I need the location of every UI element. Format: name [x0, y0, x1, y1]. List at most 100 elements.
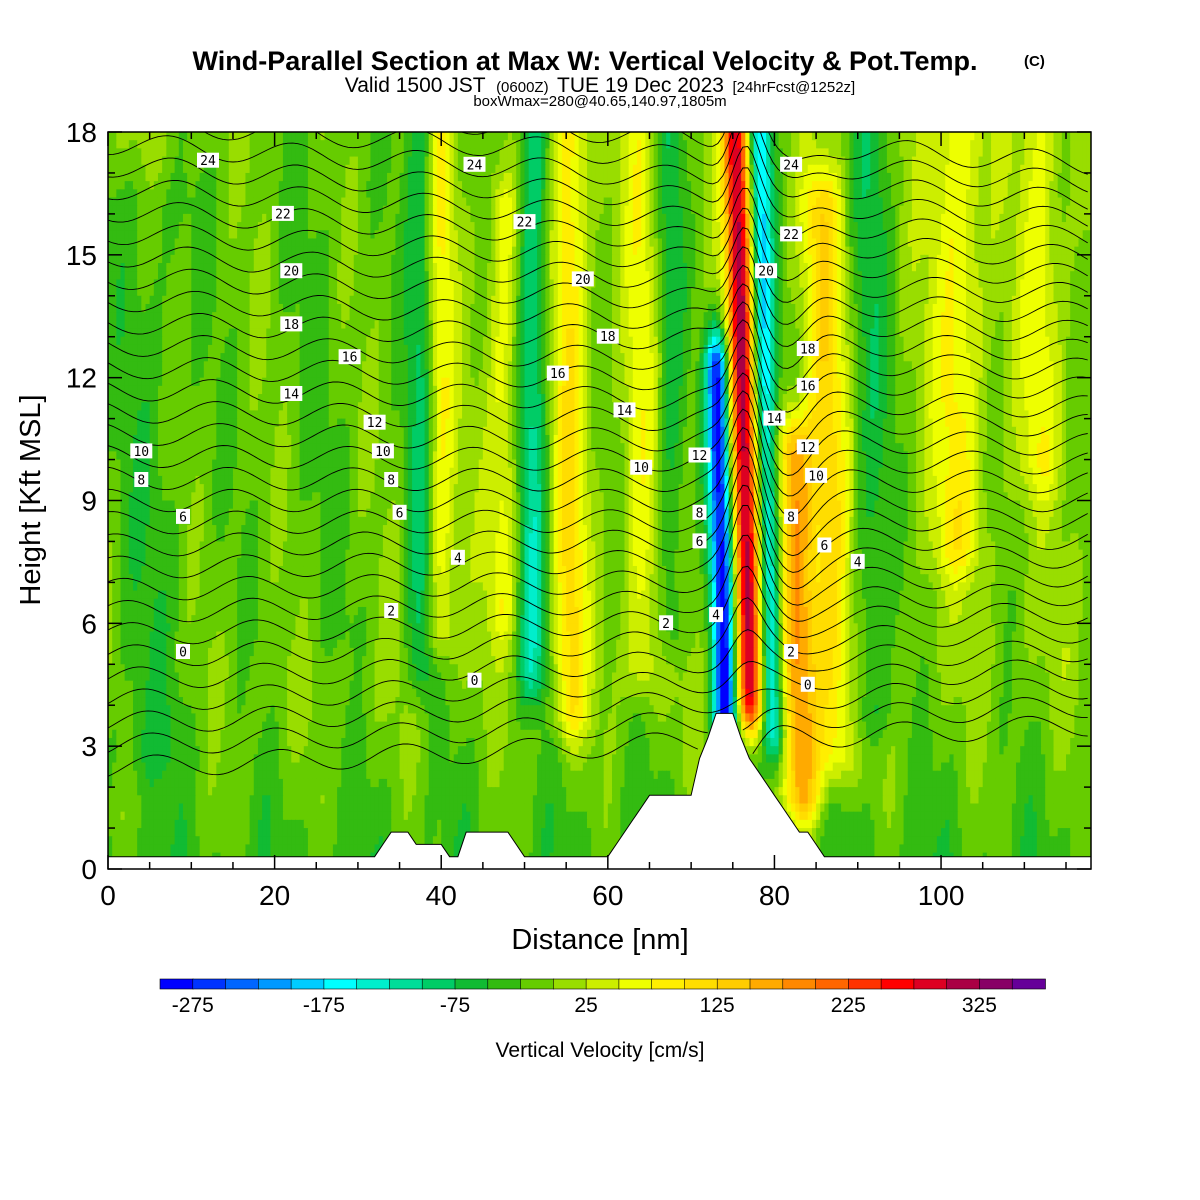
velocity-cell [783, 140, 788, 149]
velocity-cell [191, 230, 196, 239]
velocity-cell [1054, 132, 1059, 141]
velocity-cell [320, 181, 325, 190]
velocity-cell [512, 189, 517, 198]
velocity-cell [254, 181, 259, 190]
velocity-cell [954, 206, 959, 215]
velocity-cell [691, 206, 696, 215]
velocity-cell [254, 132, 259, 141]
velocity-cell [774, 214, 779, 223]
velocity-cell [558, 230, 563, 239]
velocity-cell [1041, 132, 1046, 141]
velocity-cell [554, 230, 559, 239]
velocity-cell [166, 140, 171, 149]
velocity-cell [600, 132, 605, 141]
velocity-cell [362, 214, 367, 223]
velocity-cell [204, 181, 209, 190]
velocity-cell [241, 181, 246, 190]
velocity-cell [179, 206, 184, 215]
velocity-cell [858, 140, 863, 149]
velocity-cell [387, 140, 392, 149]
velocity-cell [933, 157, 938, 166]
velocity-cell [495, 157, 500, 166]
velocity-cell [879, 181, 884, 190]
velocity-cell [745, 132, 750, 141]
velocity-cell [687, 198, 692, 207]
velocity-cell [220, 140, 225, 149]
velocity-cell [829, 189, 834, 198]
velocity-cell [308, 132, 313, 141]
velocity-cell [787, 198, 792, 207]
velocity-cell [487, 181, 492, 190]
velocity-cell [200, 140, 205, 149]
velocity-cell [612, 214, 617, 223]
velocity-cell [699, 132, 704, 141]
velocity-cell [183, 148, 188, 157]
velocity-cell [874, 157, 879, 166]
velocity-cell [987, 165, 992, 174]
velocity-cell [983, 148, 988, 157]
velocity-cell [175, 198, 180, 207]
velocity-cell [816, 222, 821, 231]
velocity-cell [420, 198, 425, 207]
velocity-cell [487, 230, 492, 239]
velocity-cell [712, 222, 717, 231]
velocity-cell [983, 173, 988, 182]
velocity-cell [845, 157, 850, 166]
velocity-cell [962, 140, 967, 149]
velocity-cell [970, 132, 975, 141]
velocity-cell [820, 132, 825, 141]
velocity-cell [508, 157, 513, 166]
velocity-cell [162, 140, 167, 149]
velocity-cell [958, 165, 963, 174]
velocity-cell [812, 206, 817, 215]
velocity-cell [649, 206, 654, 215]
velocity-cell [1012, 222, 1017, 231]
velocity-cell [420, 148, 425, 157]
velocity-cell [591, 148, 596, 157]
velocity-cell [1079, 140, 1084, 149]
velocity-cell [708, 214, 713, 223]
velocity-cell [162, 173, 167, 182]
velocity-cell [883, 189, 888, 198]
velocity-cell [879, 214, 884, 223]
velocity-cell [154, 173, 159, 182]
velocity-cell [287, 198, 292, 207]
velocity-cell [445, 132, 450, 141]
velocity-cell [966, 173, 971, 182]
velocity-cell [670, 214, 675, 223]
velocity-cell [808, 189, 813, 198]
velocity-cell [325, 222, 330, 231]
velocity-cell [291, 222, 296, 231]
velocity-cell [412, 173, 417, 182]
velocity-cell [591, 222, 596, 231]
velocity-cell [291, 140, 296, 149]
velocity-cell [658, 173, 663, 182]
velocity-cell [737, 181, 742, 190]
velocity-cell [475, 206, 480, 215]
velocity-cell [966, 148, 971, 157]
velocity-cell [604, 181, 609, 190]
velocity-cell [708, 189, 713, 198]
velocity-cell [537, 165, 542, 174]
velocity-cell [674, 214, 679, 223]
velocity-cell [891, 140, 896, 149]
velocity-cell [958, 173, 963, 182]
velocity-cell [791, 140, 796, 149]
velocity-cell [1083, 132, 1088, 141]
velocity-cell [854, 222, 859, 231]
velocity-cell [974, 198, 979, 207]
velocity-cell [795, 148, 800, 157]
velocity-cell [295, 140, 300, 149]
velocity-cell [899, 165, 904, 174]
velocity-cell [704, 140, 709, 149]
velocity-cell [670, 189, 675, 198]
velocity-cell [483, 173, 488, 182]
velocity-cell [304, 181, 309, 190]
velocity-cell [1037, 157, 1042, 166]
velocity-cell [291, 173, 296, 182]
velocity-cell [887, 157, 892, 166]
velocity-cell [308, 173, 313, 182]
velocity-cell [1045, 140, 1050, 149]
velocity-cell [433, 165, 438, 174]
velocity-cell [462, 230, 467, 239]
